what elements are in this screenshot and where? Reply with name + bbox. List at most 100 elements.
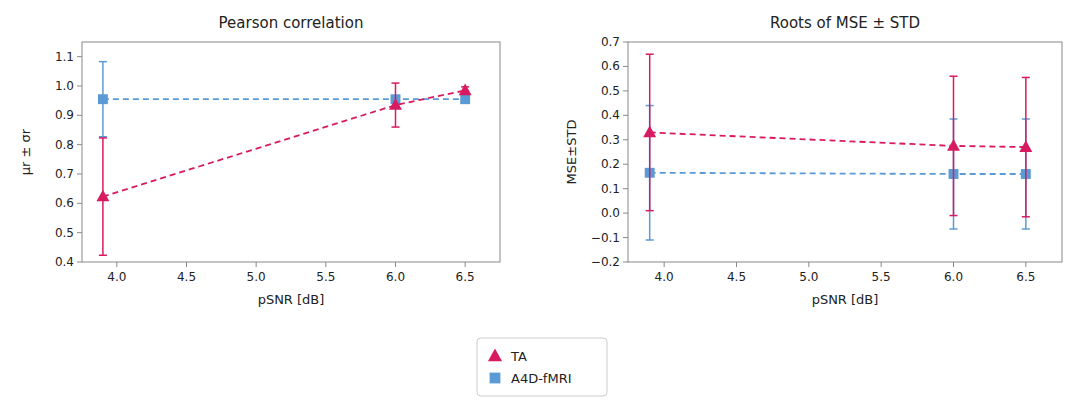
data-point xyxy=(643,126,656,138)
y-tick xyxy=(77,232,82,233)
legend: TAA4D-fMRI xyxy=(477,338,607,396)
y-tick xyxy=(77,115,82,116)
error-bar-cap xyxy=(99,255,107,257)
series xyxy=(643,54,1032,217)
x-tick-label: 6.5 xyxy=(456,270,475,284)
data-point xyxy=(389,98,402,110)
y-tick xyxy=(623,115,628,116)
x-tick xyxy=(116,262,117,267)
subplot: Pearson correlation4.04.55.05.56.06.5pSN… xyxy=(18,14,500,307)
x-axis-label: pSNR [dB] xyxy=(258,292,325,307)
x-tick-label: 4.0 xyxy=(107,270,126,284)
error-bar-cap xyxy=(950,215,958,217)
y-tick-label: 0.6 xyxy=(601,59,620,73)
error-bar-cap xyxy=(1022,228,1030,230)
plot-frame xyxy=(628,42,1062,262)
chart-title: Pearson correlation xyxy=(219,14,364,32)
y-tick xyxy=(77,86,82,87)
y-axis: −0.2 −0.1 0.0 0.1 0.2 0.3 0.4 0.5 0.6 0.7 MSE±STD xyxy=(564,35,628,269)
error-bar-cap xyxy=(1022,216,1030,218)
y-axis-label: MSE±STD xyxy=(564,120,579,185)
x-tick xyxy=(1025,262,1026,267)
y-tick xyxy=(623,213,628,214)
y-axis-label: μr ± σr xyxy=(18,128,33,175)
y-tick-label: 0.4 xyxy=(55,255,74,269)
series xyxy=(645,106,1031,240)
y-tick-label: 1.0 xyxy=(55,79,74,93)
x-tick-label: 6.0 xyxy=(944,270,963,284)
y-tick xyxy=(77,262,82,263)
y-tick-label: 0.5 xyxy=(55,226,74,240)
x-tick xyxy=(465,262,466,267)
y-tick-label: 0.0 xyxy=(601,206,620,220)
data-point xyxy=(1019,140,1032,152)
data-point xyxy=(947,139,960,151)
x-axis: 4.04.55.05.56.06.5pSNR [dB] xyxy=(107,262,474,307)
y-tick-label: −0.2 xyxy=(591,255,620,269)
y-tick xyxy=(623,139,628,140)
y-tick-label: 0.5 xyxy=(601,84,620,98)
data-layer xyxy=(643,54,1032,240)
error-bar-cap xyxy=(646,210,654,212)
y-tick-label: 0.7 xyxy=(55,167,74,181)
error-bar-cap xyxy=(646,239,654,241)
y-tick-label: 0.3 xyxy=(601,133,620,147)
legend-marker xyxy=(490,373,501,384)
y-axis: 0.40.50.60.70.80.91.01.1μr ± σr xyxy=(18,50,82,269)
x-tick-label: 4.0 xyxy=(655,270,674,284)
y-tick xyxy=(623,262,628,263)
series-line xyxy=(650,132,1026,147)
error-bar-cap xyxy=(1022,77,1030,79)
chart-root: Pearson correlation 4.0 4.5 5.0 5.5 6.0 6.5 pSN… xyxy=(0,0,1084,408)
error-bar-cap xyxy=(950,75,958,77)
y-tick-label: 0.1 xyxy=(601,182,620,196)
legend-marker xyxy=(488,349,502,362)
series-line xyxy=(103,90,465,196)
x-axis-label: pSNR [dB] xyxy=(812,292,879,307)
x-tick xyxy=(881,262,882,267)
y-tick xyxy=(623,188,628,189)
error-bar-cap xyxy=(392,126,400,128)
x-tick xyxy=(953,262,954,267)
error-bar xyxy=(99,62,107,137)
data-point xyxy=(98,94,108,104)
error-bar-cap xyxy=(392,82,400,84)
error-bar-cap xyxy=(99,137,107,139)
y-tick-label: −0.1 xyxy=(591,231,620,245)
x-tick xyxy=(808,262,809,267)
y-tick xyxy=(623,237,628,238)
x-tick xyxy=(256,262,257,267)
chart-title: Roots of MSE ± STD xyxy=(770,14,920,32)
y-tick xyxy=(623,90,628,91)
x-tick-label: 5.0 xyxy=(799,270,818,284)
data-point xyxy=(459,84,472,96)
x-axis: 4.0 4.5 5.0 5.5 6.0 6.5 pSNR [dB] xyxy=(655,262,1036,307)
y-tick xyxy=(77,144,82,145)
x-tick xyxy=(325,262,326,267)
error-bar-cap xyxy=(646,53,654,55)
x-tick-label: 5.5 xyxy=(316,270,335,284)
x-tick-label: 4.5 xyxy=(727,270,746,284)
data-point xyxy=(460,94,470,104)
data-layer xyxy=(96,62,471,256)
y-tick-label: 0.2 xyxy=(601,157,620,171)
y-tick-label: 0.8 xyxy=(55,138,74,152)
series xyxy=(96,83,471,255)
y-tick xyxy=(77,174,82,175)
y-tick xyxy=(623,42,628,43)
y-tick-label: 0.7 xyxy=(601,35,620,49)
error-bar-cap xyxy=(99,61,107,63)
series-line xyxy=(650,173,1026,174)
legend-box xyxy=(477,338,607,396)
legend-label: TA xyxy=(510,349,527,364)
series xyxy=(98,62,470,137)
y-tick-label: 0.6 xyxy=(55,196,74,210)
error-bar-cap xyxy=(99,136,107,138)
x-tick-label: 6.5 xyxy=(1016,270,1035,284)
chart-svg: Pearson correlation 4.0 4.5 5.0 5.5 6.0 6.5 pSN… xyxy=(0,0,1084,408)
y-tick-label: 0.4 xyxy=(601,108,620,122)
series-line xyxy=(103,98,465,100)
data-point xyxy=(96,190,109,202)
y-tick-label: 0.9 xyxy=(55,108,74,122)
x-tick-label: 5.5 xyxy=(872,270,891,284)
